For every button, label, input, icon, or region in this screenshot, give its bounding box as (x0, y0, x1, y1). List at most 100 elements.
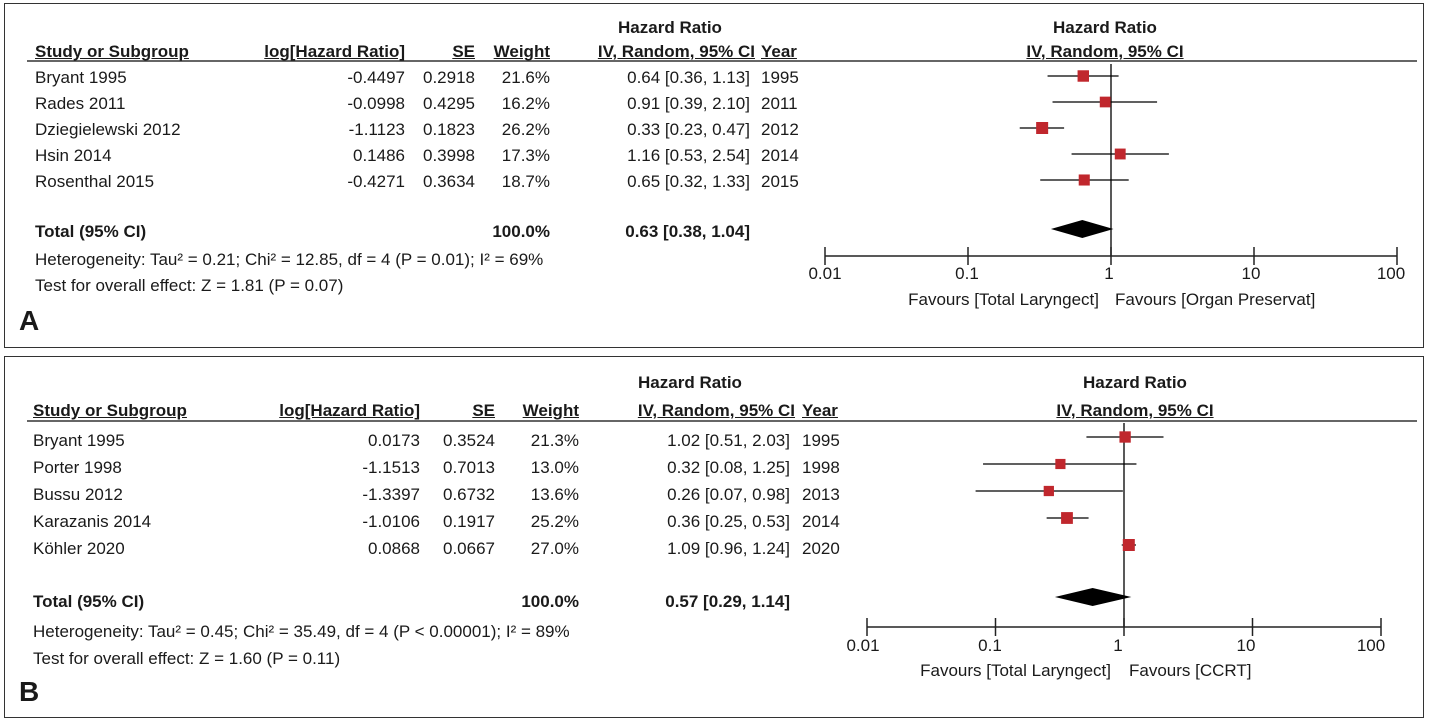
study-loghr: -0.0998 (347, 94, 405, 113)
forest-plot-panel-a: Hazard Ratio Hazard Ratio Study or Subgr… (4, 3, 1424, 348)
study-name: Karazanis 2014 (33, 512, 152, 531)
table-group-title: Hazard Ratio (638, 373, 742, 392)
column-header-loghr: log[Hazard Ratio] (279, 401, 420, 420)
study-se: 0.4295 (423, 94, 475, 113)
column-header-loghr: log[Hazard Ratio] (264, 42, 405, 61)
axis-tick-label: 100 (1356, 636, 1386, 655)
column-header-se: SE (472, 401, 495, 420)
column-header-study: Study or Subgroup (35, 42, 189, 61)
study-se: 0.3634 (423, 172, 475, 191)
study-weight: 21.6% (501, 68, 550, 87)
column-header-year: Year (761, 42, 797, 61)
study-se: 0.2918 (423, 68, 475, 87)
study-name: Hsin 2014 (35, 146, 112, 165)
study-ci: 1.09 [0.96, 1.24] (667, 539, 790, 558)
forest-plot-b-canvas (27, 420, 1417, 636)
study-ci: 0.64 [0.36, 1.13] (627, 68, 750, 87)
study-ci: 1.16 [0.53, 2.54] (627, 146, 750, 165)
study-year: 2014 (761, 146, 799, 165)
study-loghr: -0.4497 (347, 68, 405, 87)
study-weight: 21.3% (530, 431, 579, 450)
axis-tick-label: 0.1 (955, 264, 979, 283)
axis-tick-label: 1 (1104, 264, 1114, 283)
study-loghr: 0.0173 (368, 431, 420, 450)
column-header-year: Year (802, 401, 838, 420)
study-ci: 0.36 [0.25, 0.53] (667, 512, 790, 531)
study-ci: 0.91 [0.39, 2.10] (627, 94, 750, 113)
total-label: Total (95% CI) (35, 222, 147, 241)
study-name: Dziegielewski 2012 (35, 120, 181, 139)
study-year: 2013 (802, 485, 840, 504)
study-se: 0.7013 (443, 458, 495, 477)
study-year: 1995 (761, 68, 799, 87)
study-marker (1036, 122, 1049, 134)
study-loghr: -1.1513 (362, 458, 420, 477)
column-header-ci: IV, Random, 95% CI (637, 401, 795, 420)
column-header-study: Study or Subgroup (33, 401, 187, 420)
plot-subtitle: IV, Random, 95% CI (1026, 42, 1184, 61)
study-name: Rades 2011 (35, 94, 126, 113)
panel-label: B (19, 676, 40, 707)
study-ci: 0.32 [0.08, 1.25] (667, 458, 790, 477)
study-marker (1099, 96, 1111, 108)
study-year: 1998 (802, 458, 840, 477)
study-se: 0.1917 (443, 512, 495, 531)
study-year: 1995 (802, 431, 840, 450)
study-marker (1061, 512, 1073, 524)
favours-right-label: Favours [CCRT] (1129, 661, 1252, 680)
study-loghr: -1.1123 (348, 120, 405, 139)
study-weight: 16.2% (501, 94, 550, 113)
column-header-weight: Weight (522, 401, 579, 420)
study-se: 0.6732 (443, 485, 495, 504)
study-marker (1119, 431, 1131, 443)
study-name: Bryant 1995 (35, 68, 127, 87)
study-year: 2012 (761, 120, 799, 139)
table-group-title: Hazard Ratio (618, 18, 722, 37)
study-marker (1114, 148, 1126, 160)
study-se: 0.0667 (443, 539, 495, 558)
axis-tick-label: 0.01 (808, 264, 842, 283)
study-name: Bryant 1995 (33, 431, 125, 450)
study-weight: 18.7% (501, 172, 550, 191)
study-marker (1055, 458, 1066, 470)
total-ci: 0.63 [0.38, 1.04] (625, 222, 750, 241)
study-name: Porter 1998 (33, 458, 122, 477)
study-year: 2014 (802, 512, 840, 531)
axis-tick-label: 10 (1236, 636, 1256, 655)
axis-tick-label: 1 (1113, 636, 1123, 655)
study-weight: 27.0% (530, 539, 579, 558)
pooled-diamond (1054, 588, 1132, 606)
forest-plot-panel-b: Hazard Ratio Hazard Ratio Study or Subgr… (4, 356, 1424, 718)
column-header-weight: Weight (493, 42, 550, 61)
overall-effect-text: Test for overall effect: Z = 1.81 (P = 0… (35, 276, 344, 295)
study-weight: 25.2% (530, 512, 579, 531)
study-year: 2020 (802, 539, 840, 558)
column-header-se: SE (452, 42, 475, 61)
axis-tick-label: 100 (1376, 264, 1406, 283)
overall-effect-text: Test for overall effect: Z = 1.60 (P = 0… (33, 649, 341, 668)
forest-plot-a-canvas (27, 60, 1417, 265)
study-ci: 1.02 [0.51, 2.03] (667, 431, 790, 450)
study-loghr: -1.0106 (362, 512, 420, 531)
study-se: 0.3524 (443, 431, 495, 450)
axis-tick-label: 0.01 (846, 636, 880, 655)
study-ci: 0.65 [0.32, 1.33] (627, 172, 750, 191)
heterogeneity-text: Heterogeneity: Tau² = 0.45; Chi² = 35.49… (33, 622, 570, 641)
study-ci: 0.26 [0.07, 0.98] (667, 485, 790, 504)
total-label: Total (95% CI) (33, 592, 145, 611)
study-weight: 13.0% (530, 458, 579, 477)
study-year: 2015 (761, 172, 799, 191)
plot-title: Hazard Ratio (1083, 373, 1187, 392)
favours-right-label: Favours [Organ Preservat] (1115, 290, 1316, 309)
total-weight: 100.0% (521, 592, 579, 611)
study-loghr: 0.0868 (368, 539, 420, 558)
axis-tick-label: 10 (1241, 264, 1261, 283)
study-marker (1122, 539, 1135, 551)
favours-left-label: Favours [Total Laryngect] (908, 290, 1099, 309)
heterogeneity-text: Heterogeneity: Tau² = 0.21; Chi² = 12.85… (35, 250, 544, 269)
total-weight: 100.0% (492, 222, 550, 241)
favours-left-label: Favours [Total Laryngect] (920, 661, 1111, 680)
study-se: 0.1823 (423, 120, 475, 139)
column-header-ci: IV, Random, 95% CI (597, 42, 755, 61)
plot-title: Hazard Ratio (1053, 18, 1157, 37)
